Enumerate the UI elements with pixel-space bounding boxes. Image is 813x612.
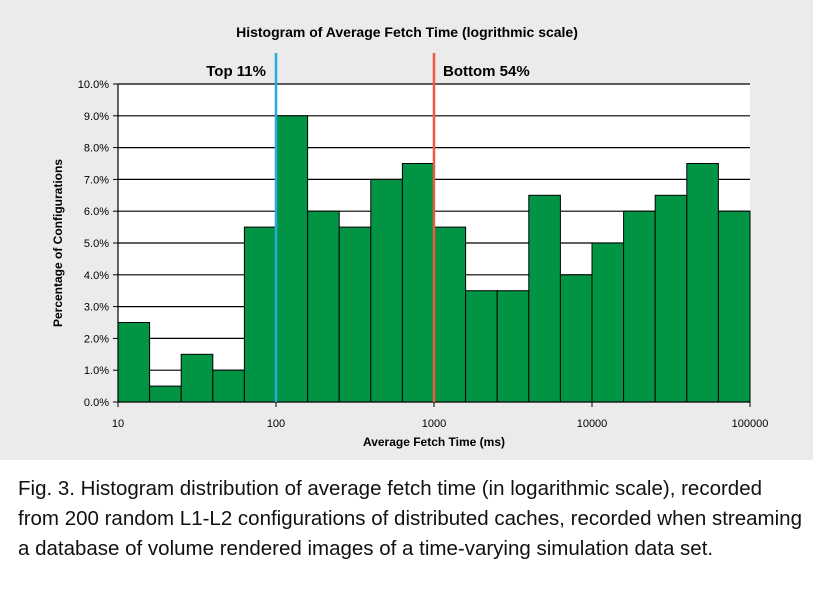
y-tick-label: 3.0% <box>84 302 109 314</box>
histogram-bar <box>591 242 625 403</box>
histogram-bar <box>528 194 561 403</box>
histogram-bar <box>117 322 151 403</box>
histogram-bar <box>496 290 530 403</box>
histogram-bar <box>370 178 403 403</box>
y-tick-label: 4.0% <box>84 270 109 282</box>
threshold-label: Bottom 54% <box>443 63 530 80</box>
histogram-bar <box>686 163 719 403</box>
x-tick-label: 10 <box>112 418 124 430</box>
histogram-bar <box>717 210 751 403</box>
histogram-bar <box>149 385 182 403</box>
threshold-markers: Top 11% Bottom 54% <box>206 53 530 402</box>
threshold-label: Top 11% <box>206 63 266 80</box>
x-tick-label: 1000 <box>422 418 446 430</box>
bars <box>117 115 751 403</box>
histogram-bar <box>212 369 245 403</box>
y-tick-label: 6.0% <box>84 206 109 218</box>
y-tick-label: 9.0% <box>84 111 109 123</box>
x-tick-label: 100000 <box>732 418 769 430</box>
y-tick-label: 7.0% <box>84 174 109 186</box>
y-axis-title: Percentage of Configurations <box>51 159 65 327</box>
chart-title: Histogram of Average Fetch Time (logrith… <box>236 24 578 40</box>
histogram-bar <box>654 194 688 403</box>
histogram-bar <box>275 115 309 403</box>
y-tick-label: 2.0% <box>84 333 109 345</box>
histogram-bar <box>623 210 656 403</box>
histogram-chart: Histogram of Average Fetch Time (logrith… <box>51 24 768 449</box>
y-tick-labels: 0.0% 1.0% 2.0% 3.0% 4.0% 5.0% 6.0% 7.0% 8.0% 9.0%… <box>78 79 109 409</box>
histogram-bar <box>401 163 435 403</box>
histogram-bar <box>465 290 498 403</box>
histogram-bar <box>307 210 340 403</box>
y-tick-label: 5.0% <box>84 238 109 250</box>
histogram-bar <box>433 226 467 403</box>
y-tick-label: 0.0% <box>84 397 109 409</box>
x-tick-label: 100 <box>267 418 285 430</box>
x-tick-label: 10000 <box>577 418 608 430</box>
histogram-bar <box>180 353 214 403</box>
x-axis-title: Average Fetch Time (ms) <box>363 435 505 449</box>
histogram-bar <box>243 226 277 403</box>
histogram-bar <box>338 226 372 403</box>
figure-caption: Fig. 3. Histogram distribution of averag… <box>18 477 802 560</box>
y-tick-label: 1.0% <box>84 365 109 377</box>
y-tick-label: 10.0% <box>78 79 109 91</box>
y-tick-label: 8.0% <box>84 143 109 155</box>
x-tick-labels: 10 100 1000 10000 100000 <box>112 418 768 430</box>
histogram-bar <box>559 274 593 403</box>
